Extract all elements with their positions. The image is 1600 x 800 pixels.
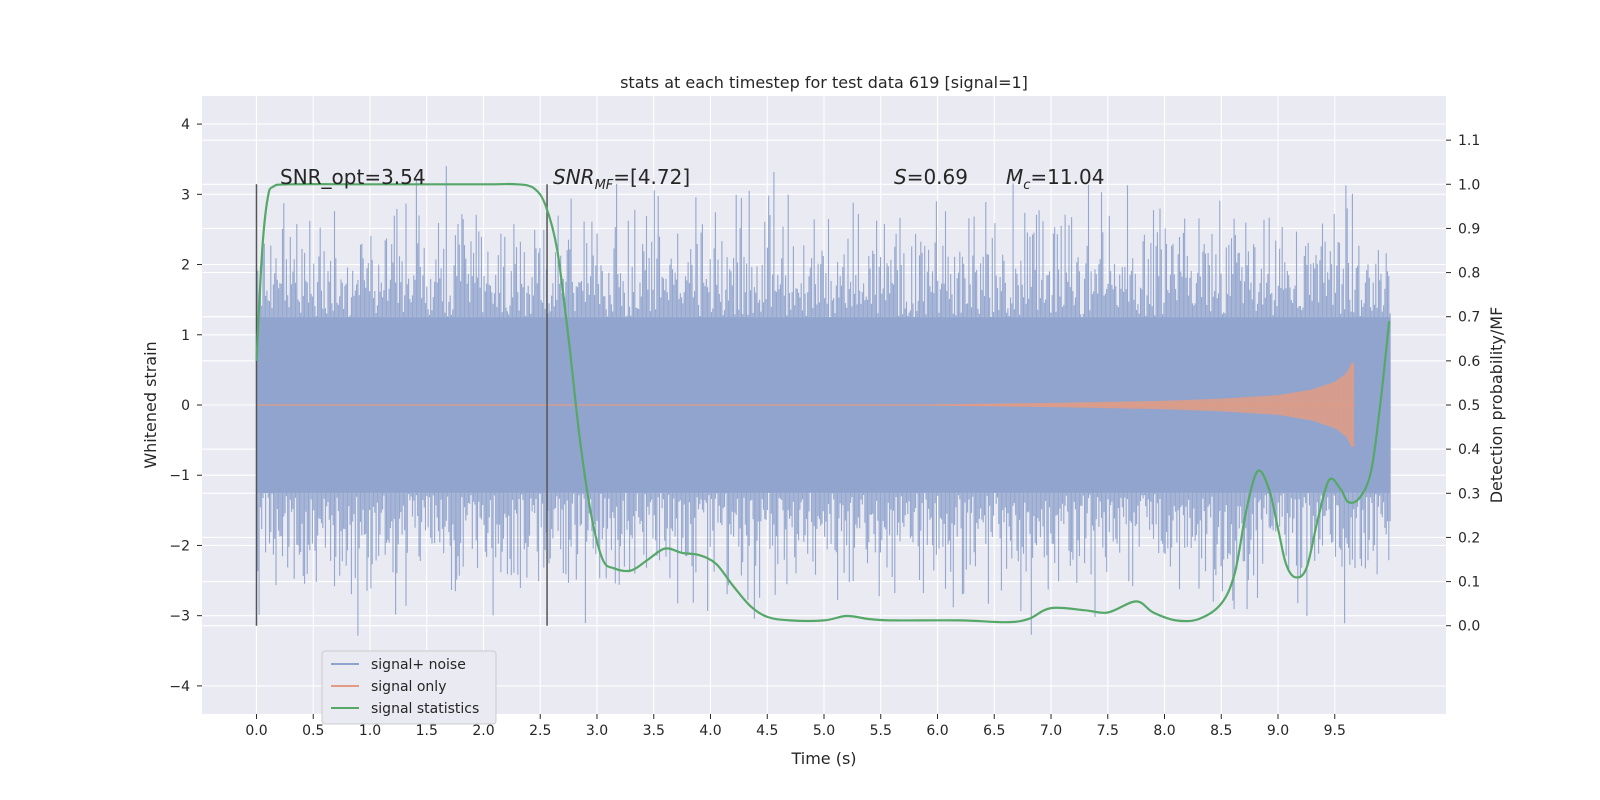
- signal-only-series: [256, 362, 1355, 448]
- x-tick-label: 1.5: [416, 723, 438, 739]
- y-tick-label: −1: [169, 468, 190, 484]
- annotation-snr-mf: SNRMF=[4.72]: [553, 165, 690, 193]
- x-tick-label: 7.0: [1040, 723, 1062, 739]
- y2-axis-label: Detection probability/MF: [1487, 307, 1506, 504]
- y2-tick-label: 0.7: [1458, 310, 1480, 326]
- x-tick-label: 1.0: [359, 723, 381, 739]
- y2-tick-label: 0.6: [1458, 354, 1480, 370]
- x-tick-label: 0.0: [245, 723, 267, 739]
- y2-tick-label: 1.0: [1458, 177, 1480, 193]
- chart-title: stats at each timestep for test data 619…: [620, 73, 1028, 92]
- annotation-snr-mf-sub: MF: [595, 178, 614, 193]
- x-tick-label: 6.5: [983, 723, 1005, 739]
- y2-tick-label: 0.2: [1458, 530, 1480, 546]
- y-tick-label: −3: [169, 609, 190, 625]
- annotation-snr-mf-rest: =[4.72]: [613, 165, 690, 189]
- y-tick-label: 4: [181, 117, 190, 133]
- x-tick-label: 3.5: [643, 723, 665, 739]
- y-tick-label: −2: [169, 538, 190, 554]
- x-tick-label: 3.0: [586, 723, 608, 739]
- annotation-snr-opt: SNR_opt=3.54: [280, 165, 426, 189]
- x-tick-label: 2.5: [529, 723, 551, 739]
- y-tick-label: 2: [181, 258, 190, 274]
- annotation-snr-mf-base: SNR: [553, 165, 595, 189]
- x-tick-label: 4.5: [756, 723, 778, 739]
- annotation-mc: Mc=11.04: [1006, 165, 1104, 193]
- y2-tick-label: 0.3: [1458, 486, 1480, 502]
- y2-tick-label: 0.1: [1458, 575, 1480, 591]
- annotation-mc-base: M: [1006, 165, 1023, 189]
- x-tick-label: 5.0: [813, 723, 835, 739]
- y2-tick-label: 1.1: [1458, 133, 1480, 149]
- y-axis-label: Whitened strain: [141, 341, 160, 468]
- y-tick-label: 0: [181, 398, 190, 414]
- x-tick-label: 0.5: [302, 723, 324, 739]
- annotation-mc-sub: c: [1023, 178, 1030, 193]
- x-axis-label: Time (s): [790, 749, 856, 768]
- annotation-s: S=0.69: [894, 165, 968, 189]
- axes: 0.0 0.5 1.0 1.5 2.0 2.5 3.0 3.5 4.0 4.5 5.0 5.5 6.0 6…: [169, 117, 1480, 739]
- statistics-curve: [255, 182, 1391, 624]
- x-tick-label: 8.5: [1210, 723, 1232, 739]
- y-tick-label: 1: [181, 328, 190, 344]
- y2-tick-label: 0.0: [1458, 619, 1480, 635]
- legend-label-statistics: signal statistics: [371, 701, 479, 717]
- annotation-mc-rest: =11.04: [1030, 165, 1104, 189]
- x-tick-label: 4.0: [699, 723, 721, 739]
- annotation-s-label: S: [894, 165, 907, 189]
- legend-label-noise: signal+ noise: [371, 657, 466, 673]
- annotation-s-rest: =0.69: [907, 165, 968, 189]
- vertical-markers: [255, 184, 548, 626]
- x-tick-label: 2.0: [472, 723, 494, 739]
- x-tick-label: 7.5: [1097, 723, 1119, 739]
- x-tick-label: 9.0: [1267, 723, 1289, 739]
- y-tick-label: −4: [169, 679, 190, 695]
- x-tick-label: 6.0: [926, 723, 948, 739]
- signal-statistics-series: [255, 182, 1391, 624]
- y2-tick-label: 0.4: [1458, 442, 1480, 458]
- y2-tick-label: 0.9: [1458, 221, 1480, 237]
- y2-tick-label: 0.5: [1458, 398, 1480, 414]
- y2-tick-label: 0.8: [1458, 266, 1480, 282]
- x-tick-label: 8.0: [1153, 723, 1175, 739]
- x-tick-label: 9.5: [1324, 723, 1346, 739]
- legend: signal+ noise signal only signal statist…: [321, 650, 497, 725]
- x-tick-label: 5.5: [870, 723, 892, 739]
- y-tick-label: 3: [181, 187, 190, 203]
- legend-label-signal: signal only: [371, 679, 446, 695]
- legend-box: [321, 650, 497, 725]
